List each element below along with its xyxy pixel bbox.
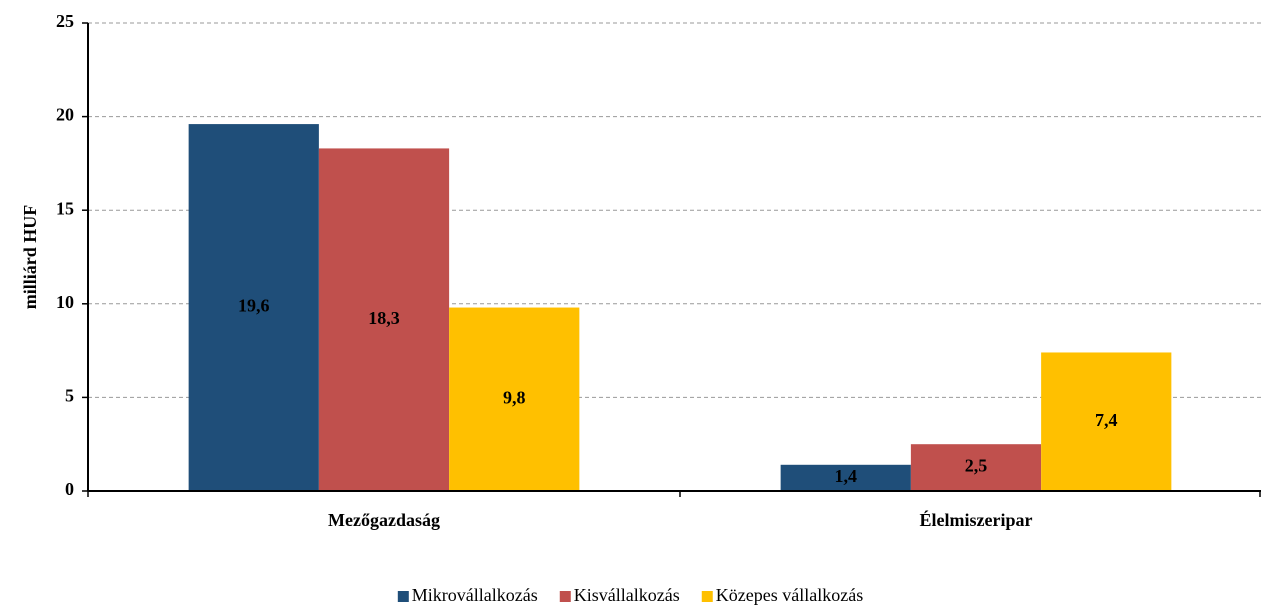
y-tick-label: 5 — [65, 386, 74, 406]
legend-label: Kisvállalkozás — [574, 585, 680, 605]
y-tick-label: 10 — [56, 292, 74, 312]
legend-swatch — [397, 591, 409, 602]
bar — [449, 307, 580, 491]
legend: Mikrovállalkozás Kisvállalkozás Közepes vá… — [397, 585, 863, 605]
bar — [188, 124, 319, 491]
value-label: 7,4 — [1095, 410, 1118, 430]
y-axis-label: milliárd HUF — [20, 205, 40, 310]
value-label: 18,3 — [368, 308, 400, 328]
y-tick-label: 25 — [56, 11, 74, 31]
value-label: 1,4 — [835, 466, 858, 486]
y-tick-label: 20 — [56, 105, 74, 125]
value-label: 2,5 — [965, 456, 988, 476]
bar — [780, 464, 911, 491]
value-label: 19,6 — [238, 296, 270, 316]
bar — [318, 148, 450, 491]
legend-swatch — [701, 591, 713, 602]
legend-swatch — [559, 591, 571, 602]
legend-label: Közepes vállalkozás — [716, 585, 863, 605]
x-tick-label: Élelmiszeripar — [920, 509, 1033, 530]
y-tick-label: 0 — [65, 479, 74, 499]
bar — [1041, 352, 1172, 491]
legend-label: Mikrovállalkozás — [412, 585, 538, 605]
bar — [910, 444, 1042, 491]
value-label: 9,8 — [503, 387, 526, 407]
y-tick-label: 15 — [56, 198, 74, 218]
x-tick-label: Mezőgazdaság — [328, 510, 440, 530]
